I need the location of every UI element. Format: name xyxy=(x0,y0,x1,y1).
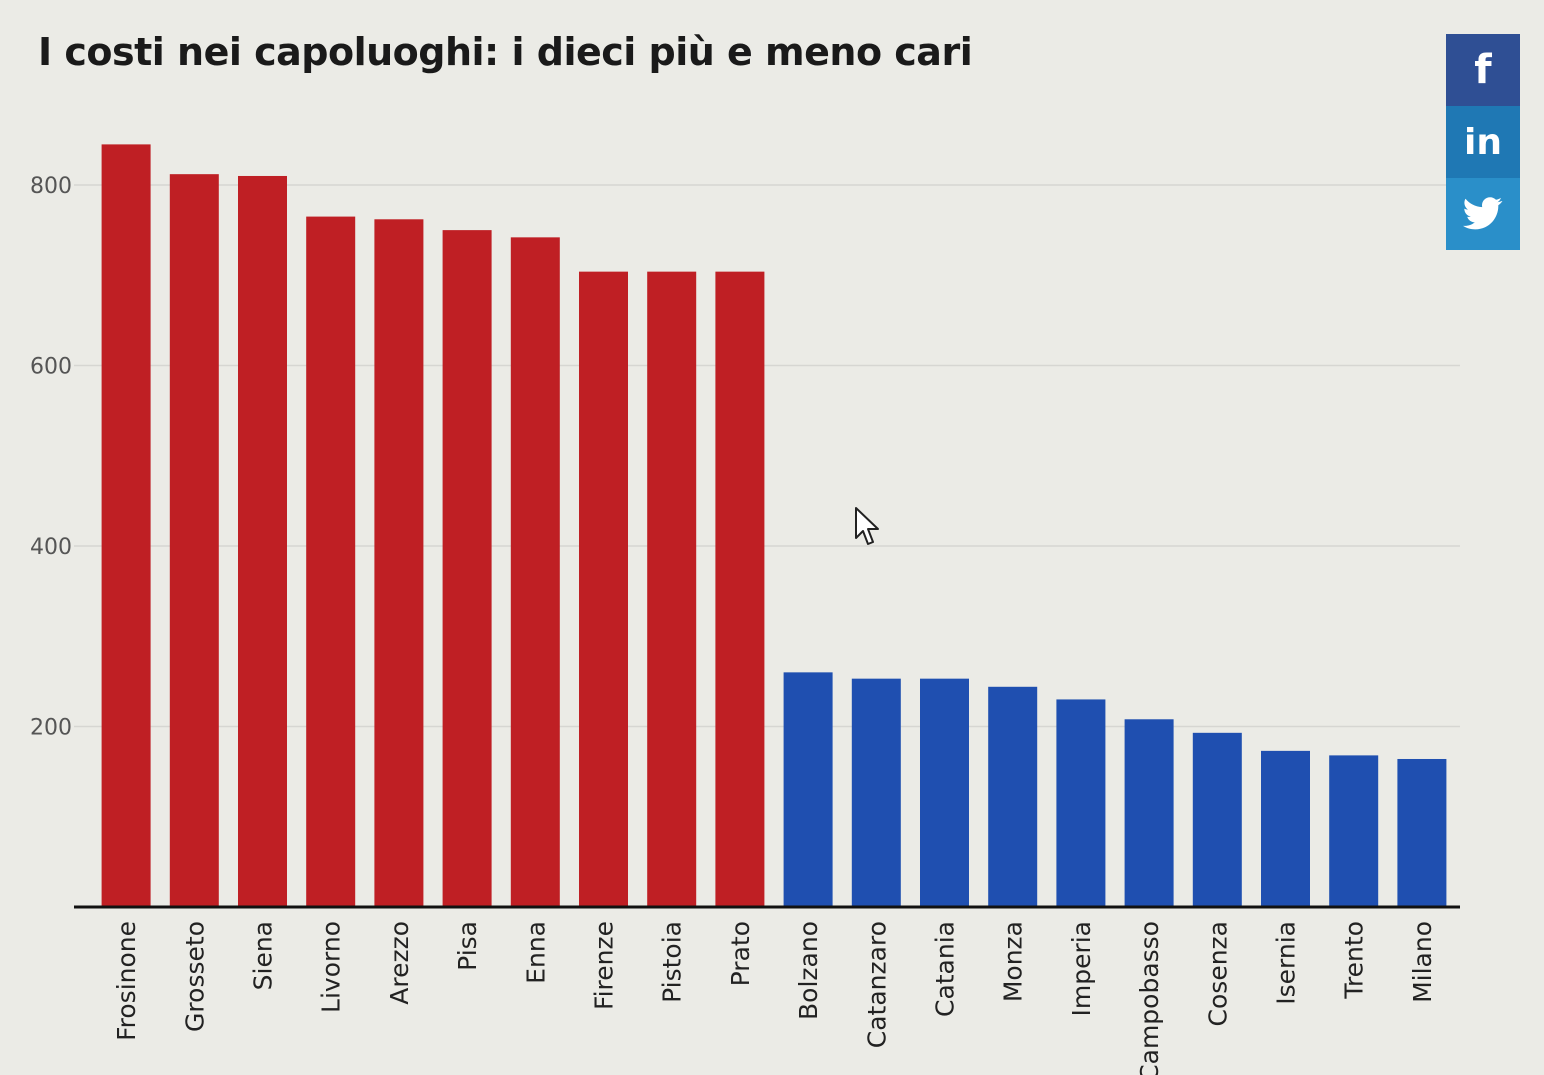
bar-bolzano[interactable] xyxy=(783,672,833,907)
bar-firenze[interactable] xyxy=(579,271,628,907)
x-tick-label-pisa: Pisa xyxy=(453,921,482,971)
bar-catania[interactable] xyxy=(920,678,969,907)
x-tick-label-imperia: Imperia xyxy=(1067,921,1096,1017)
x-tick-label-bolzano: Bolzano xyxy=(794,921,823,1020)
linkedin-share-button[interactable]: in xyxy=(1446,106,1520,178)
x-tick-label-cosenza: Cosenza xyxy=(1203,921,1232,1026)
bar-enna[interactable] xyxy=(510,237,560,908)
x-tick-label-monza: Monza xyxy=(999,921,1028,1002)
x-tick-label-campobasso: Campobasso xyxy=(1135,921,1164,1075)
twitter-icon xyxy=(1463,197,1503,230)
x-tick-label-catania: Catania xyxy=(931,921,960,1017)
x-tick-label-pistoia: Pistoia xyxy=(658,921,687,1003)
x-tick-label-siena: Siena xyxy=(249,921,278,990)
bar-campobasso[interactable] xyxy=(1124,719,1174,907)
bar-isernia[interactable] xyxy=(1261,750,1310,907)
social-share-bar: f in xyxy=(1446,34,1520,250)
x-tick-label-trento: Trento xyxy=(1340,921,1369,1000)
bar-grosseto[interactable] xyxy=(169,174,219,908)
y-tick-label: 600 xyxy=(30,355,72,380)
x-tick-label-enna: Enna xyxy=(521,921,550,984)
bar-siena[interactable] xyxy=(238,175,287,908)
x-tick-label-isernia: Isernia xyxy=(1272,921,1301,1005)
x-tick-label-grosseto: Grosseto xyxy=(180,921,209,1032)
y-tick-label: 400 xyxy=(30,535,72,560)
chart-title: I costi nei capoluoghi: i dieci più e me… xyxy=(38,30,973,74)
bar-pisa[interactable] xyxy=(442,230,492,907)
bar-imperia[interactable] xyxy=(1056,699,1106,907)
bar-cosenza[interactable] xyxy=(1192,732,1242,907)
bar-pistoia[interactable] xyxy=(647,271,697,907)
x-tick-label-firenze: Firenze xyxy=(590,921,619,1010)
linkedin-icon: in xyxy=(1464,121,1502,163)
x-tick-label-livorno: Livorno xyxy=(317,921,346,1013)
x-tick-label-catanzaro: Catanzaro xyxy=(862,921,891,1048)
y-tick-label: 200 xyxy=(30,716,72,741)
bar-frosinone[interactable] xyxy=(101,144,151,907)
twitter-share-button[interactable] xyxy=(1446,178,1520,250)
bar-arezzo[interactable] xyxy=(374,219,424,908)
y-tick-label: 800 xyxy=(30,174,72,199)
facebook-share-button[interactable]: f xyxy=(1446,34,1520,106)
bar-trento[interactable] xyxy=(1329,755,1379,907)
x-tick-label-arezzo: Arezzo xyxy=(385,921,414,1005)
bar-monza[interactable] xyxy=(988,686,1038,907)
bar-livorno[interactable] xyxy=(306,216,356,907)
bar-catanzaro[interactable] xyxy=(851,678,901,907)
bar-prato[interactable] xyxy=(715,271,765,907)
mouse-cursor-icon xyxy=(855,507,879,545)
x-tick-label-frosinone: Frosinone xyxy=(112,921,141,1041)
x-tick-label-milano: Milano xyxy=(1408,921,1437,1003)
bar-milano[interactable] xyxy=(1397,758,1447,907)
x-tick-label-prato: Prato xyxy=(726,921,755,986)
facebook-icon: f xyxy=(1474,47,1492,93)
